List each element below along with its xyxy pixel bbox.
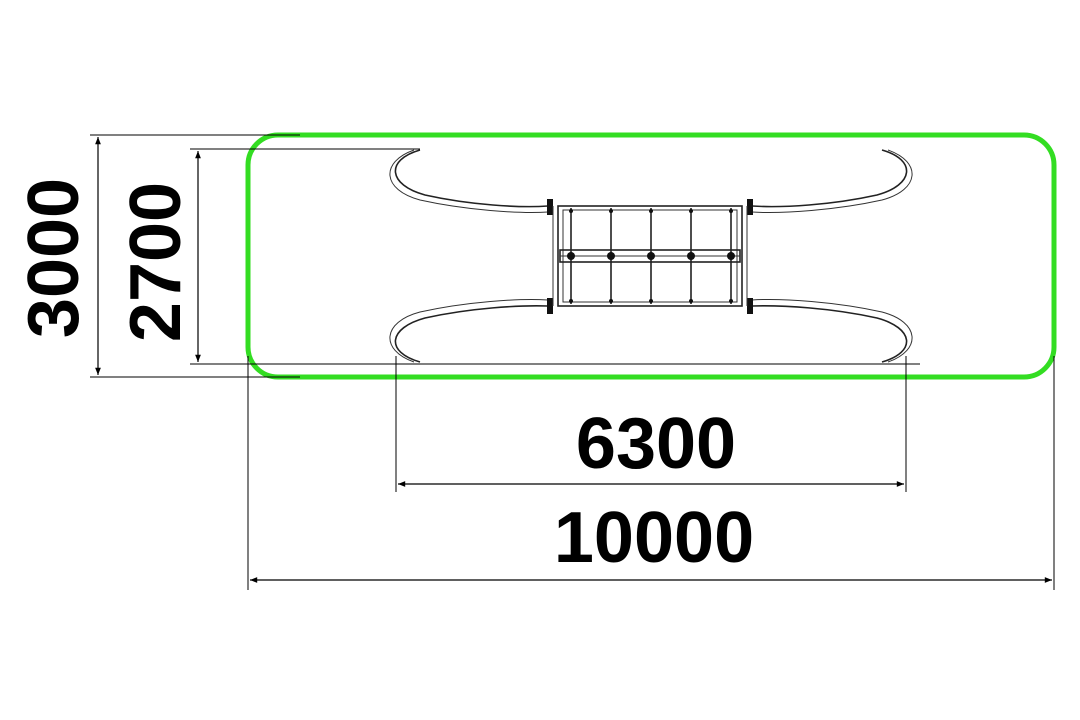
post-top-left: [547, 199, 553, 215]
equipment-top-view: [389, 149, 913, 363]
safety-zone-outline: [245, 132, 1057, 380]
overall-length-label: 10000: [554, 498, 754, 578]
equipment-length-label: 6300: [576, 404, 736, 484]
bottom-right-arc: [751, 305, 908, 363]
equipment-width-label: 2700: [116, 182, 196, 342]
overall-width-label: 3000: [14, 178, 94, 338]
post-bottom-right: [747, 298, 753, 314]
top-left-arc: [394, 149, 549, 208]
bottom-left-arc: [394, 305, 549, 363]
post-top-right: [747, 199, 753, 215]
post-bottom-left: [547, 298, 553, 314]
extension-lines: [90, 134, 1055, 590]
central-frame: [557, 205, 743, 307]
top-right-arc: [751, 149, 908, 208]
